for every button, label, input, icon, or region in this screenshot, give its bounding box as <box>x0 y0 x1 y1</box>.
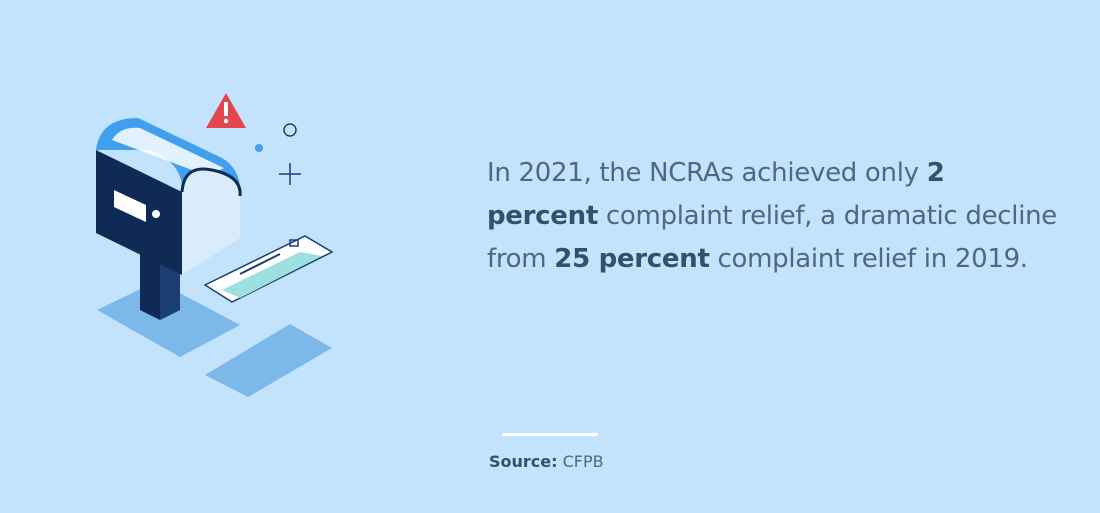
statement-highlight: 2 percent <box>487 158 945 231</box>
shadow <box>97 281 240 357</box>
mailbox-highlight <box>112 127 224 176</box>
mailbox-knob <box>152 210 160 218</box>
source-name: CFPB <box>562 452 604 471</box>
warning-dot <box>223 118 229 124</box>
source: Source: CFPB <box>489 452 604 471</box>
warning-mark <box>224 102 228 116</box>
statement-highlight: 25 percent <box>554 244 710 274</box>
mailbox-rim <box>180 167 242 197</box>
decor-circle <box>283 123 297 137</box>
decor-plus <box>279 163 301 185</box>
envelope-band <box>222 252 322 298</box>
statement-text: complaint relief, a dramatic decline fro… <box>487 201 1057 274</box>
envelope-line <box>239 253 281 275</box>
statement: In 2021, the NCRAs achieved only 2 perce… <box>487 152 1062 281</box>
mailbox-opening <box>182 168 241 275</box>
statement-text: complaint relief in 2019. <box>717 244 1029 274</box>
mailbox-illustration <box>96 93 334 397</box>
decor-dot <box>255 144 263 152</box>
divider <box>502 433 598 436</box>
source-label: Source: <box>489 452 558 471</box>
statement-text: In 2021, the NCRAs achieved only <box>487 158 919 188</box>
mailbox-flag <box>114 190 146 222</box>
envelope-stamp <box>289 239 299 247</box>
shadow <box>205 324 332 397</box>
